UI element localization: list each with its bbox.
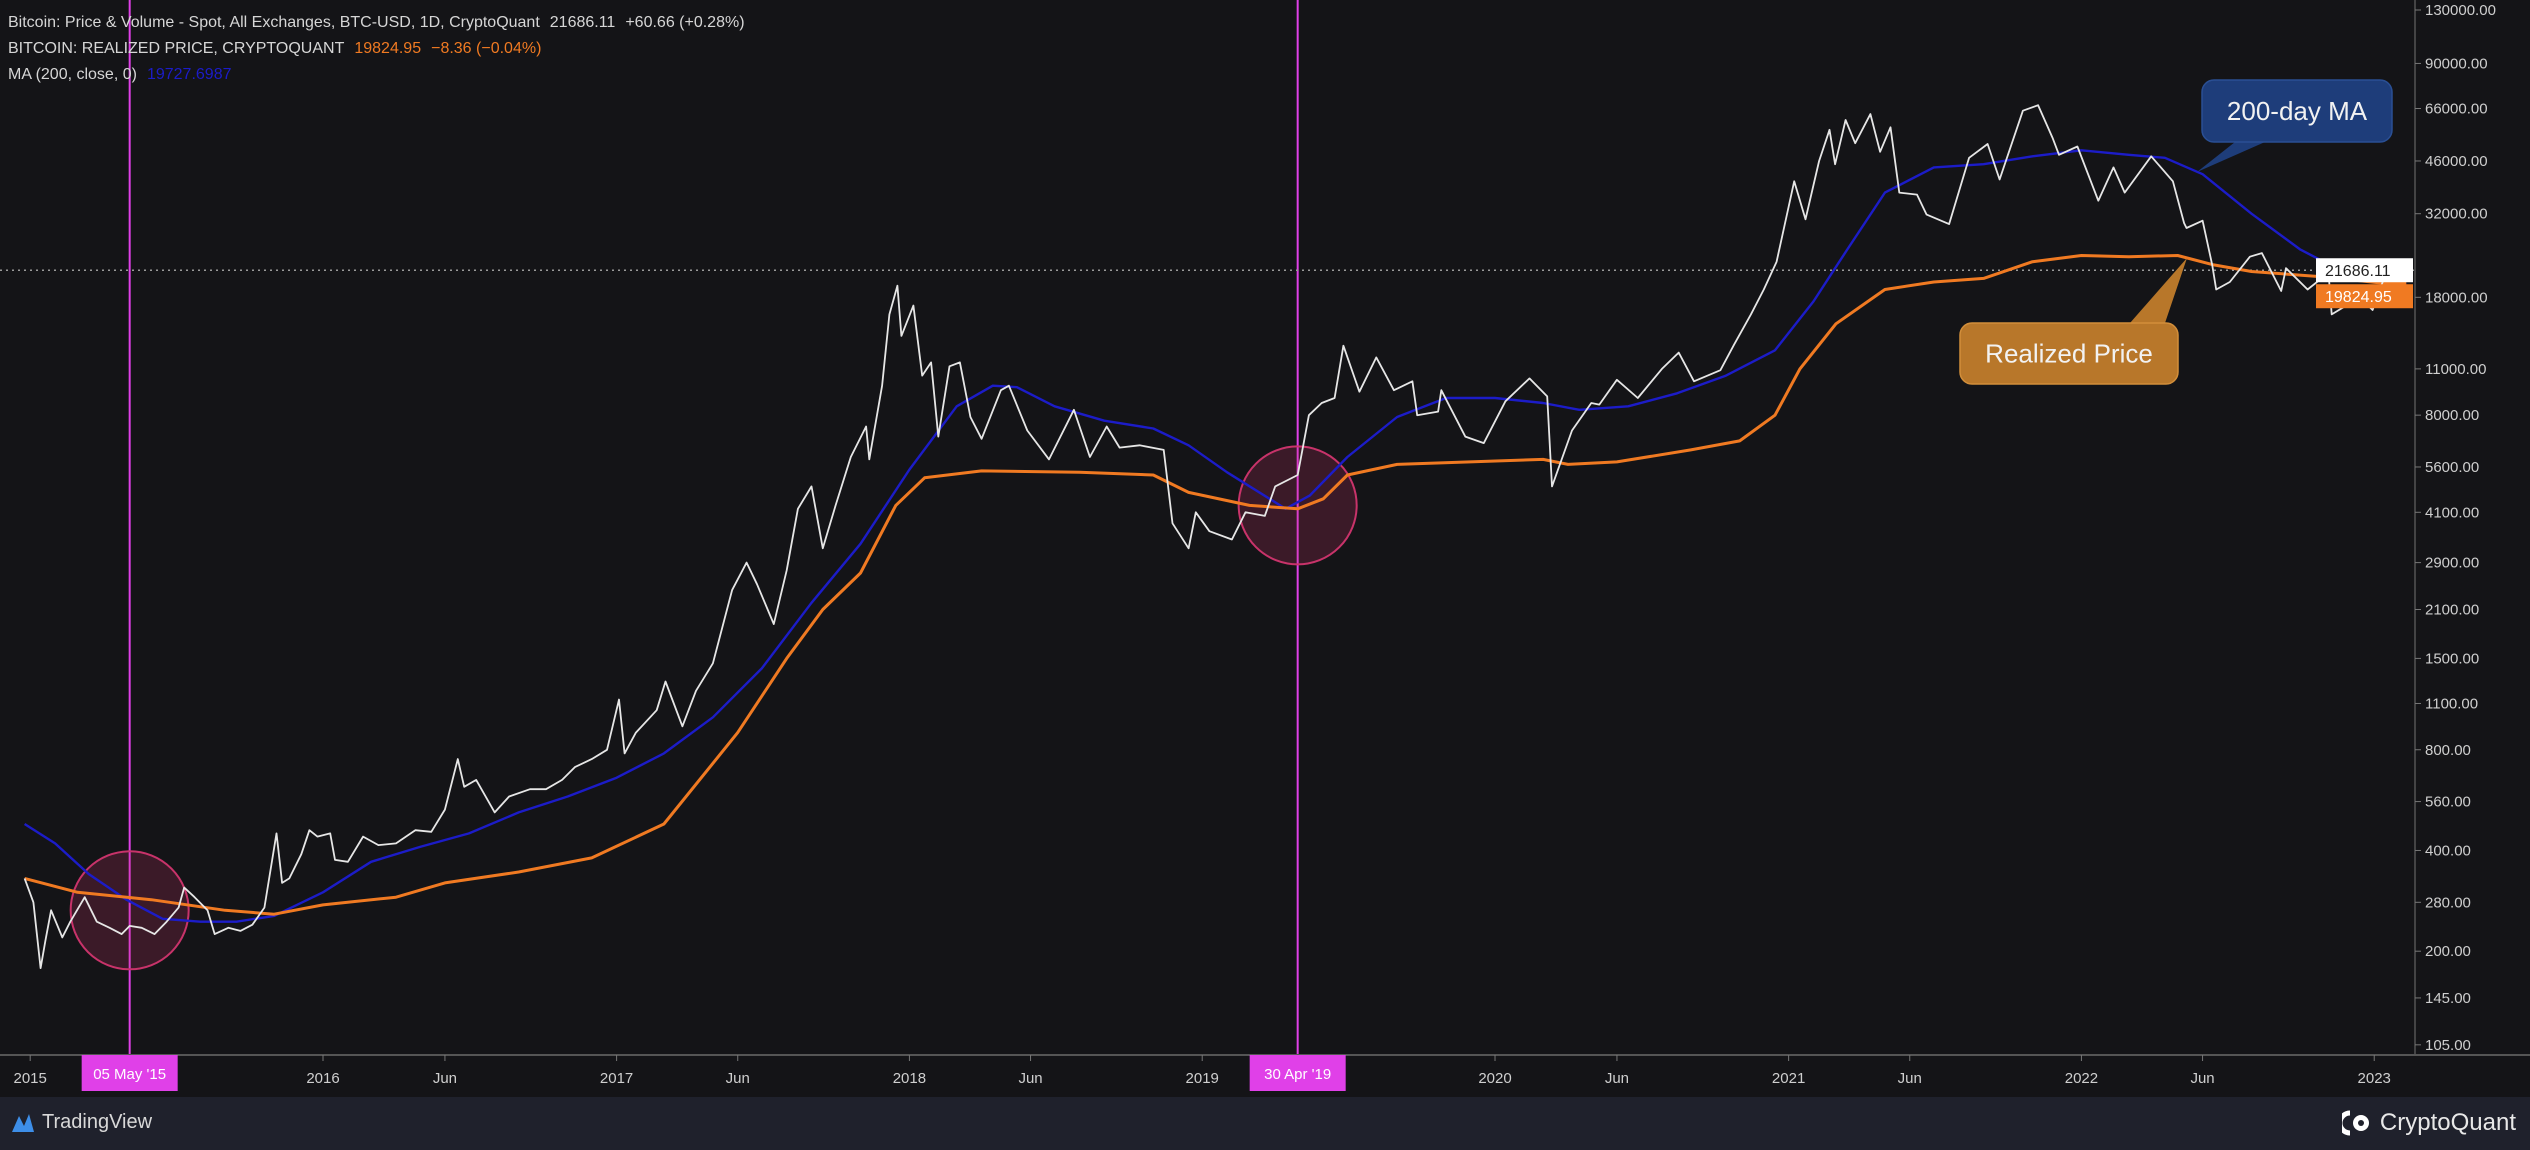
time-tick-label: 2017 — [600, 1070, 633, 1087]
time-axis[interactable]: 2015 2016 Jun 2017 Jun 2018 Jun 2019 2020 Jun 2021… — [0, 1054, 2530, 1097]
time-tick-label: Jun — [1898, 1070, 1922, 1087]
legend-ma-value: 19727.6987 — [146, 66, 232, 83]
price-axis-bg — [2415, 0, 2530, 1097]
marker-date-label-1: 30 Apr '19 — [1264, 1066, 1331, 1083]
time-tick-label: 2022 — [2065, 1070, 2098, 1087]
price-tick-label: 8000.00 — [2425, 407, 2479, 424]
last-price-badge-realized — [2316, 284, 2413, 309]
legend-ma[interactable]: MA (200, close, 0) 19727.6987 — [8, 62, 755, 88]
legend-realized-change: −8.36 (−0.04%) — [431, 40, 542, 57]
series-line-ma — [23, 149, 2407, 923]
price-tick-label: 560.00 — [2425, 794, 2471, 811]
time-tick-label: Jun — [433, 1070, 457, 1087]
price-tick-label: 11000.00 — [2425, 361, 2486, 378]
cryptoquant-logo[interactable]: CryptoQuant — [2341, 1109, 2516, 1137]
price-axis[interactable]: 130000.00 90000.00 66000.00 46000.00 32000.0… — [2414, 0, 2530, 1097]
legend-ma-label: MA (200, close, 0) — [8, 66, 137, 83]
callout-text-1: Realized Price — [1985, 339, 2153, 369]
price-tick-label: 1500.00 — [2425, 650, 2479, 667]
price-tick-label: 105.00 — [2425, 1037, 2471, 1054]
series-lines — [0, 104, 2415, 969]
highlight-circle-0 — [69, 850, 190, 971]
footer-bar: TradingView CryptoQuant — [0, 1097, 2530, 1150]
date-markers — [128, 0, 1299, 1055]
time-tick-label: 2020 — [1478, 1070, 1511, 1087]
legend-realized-label: BITCOIN: REALIZED PRICE, CRYPTOQUANT — [8, 40, 345, 57]
tradingview-icon — [12, 1113, 34, 1132]
price-tick-label: 90000.00 — [2425, 55, 2488, 72]
chart-legend: Bitcoin: Price & Volume - Spot, All Exch… — [8, 10, 755, 88]
time-tick-label: 2023 — [2358, 1070, 2391, 1087]
callouts: 200-day MA Realized Price — [1959, 79, 2393, 385]
time-tick-label: 2018 — [893, 1070, 926, 1087]
marker-date-label-0: 05 May '15 — [93, 1066, 166, 1083]
tradingview-label: TradingView — [42, 1111, 153, 1133]
time-tick-label: Jun — [726, 1070, 750, 1087]
time-tick-label: Jun — [1605, 1070, 1629, 1087]
price-tick-label: 4100.00 — [2425, 504, 2479, 521]
price-tick-label: 200.00 — [2425, 943, 2471, 960]
time-tick-label: Jun — [2190, 1070, 2214, 1087]
cryptoquant-icon — [2341, 1110, 2369, 1136]
callout-box-1 — [1959, 322, 2179, 385]
legend-price[interactable]: Bitcoin: Price & Volume - Spot, All Exch… — [8, 10, 755, 36]
price-chart[interactable]: 200-day MA Realized Price 130000.00 90000.… — [0, 0, 2530, 1097]
price-tick-label: 280.00 — [2425, 894, 2471, 911]
price-tick-label: 5600.00 — [2425, 459, 2479, 476]
time-tick-label: 2015 — [14, 1070, 47, 1087]
series-line-price — [23, 104, 2407, 969]
legend-realized-value: 19824.95 — [354, 40, 422, 57]
time-tick-label: 2021 — [1772, 1070, 1805, 1087]
cryptoquant-label: CryptoQuant — [2379, 1109, 2516, 1136]
last-price-badge-price — [2316, 258, 2413, 283]
legend-realized[interactable]: BITCOIN: REALIZED PRICE, CRYPTOQUANT 1982… — [8, 36, 755, 62]
last-price-label-realized: 19824.95 — [2325, 289, 2392, 306]
series-line-realized — [24, 254, 2407, 916]
price-tick-label: 32000.00 — [2425, 206, 2488, 223]
price-tick-label: 46000.00 — [2425, 153, 2488, 170]
time-tick-label: Jun — [1018, 1070, 1042, 1087]
callout-tail-0 — [2197, 142, 2265, 172]
callout-box-0 — [2201, 79, 2393, 143]
last-price-label-price: 21686.11 — [2325, 263, 2391, 280]
price-tick-label: 400.00 — [2425, 842, 2471, 859]
tradingview-logo[interactable]: TradingView — [10, 1111, 152, 1134]
highlight-circle-1 — [1237, 445, 1358, 566]
price-tick-label: 130000.00 — [2425, 2, 2496, 19]
highlight-circles — [69, 445, 1358, 971]
price-tick-label: 145.00 — [2425, 990, 2471, 1007]
price-tick-label: 18000.00 — [2425, 289, 2488, 306]
legend-price-change: +60.66 (+0.28%) — [625, 14, 745, 31]
price-tick-label: 1100.00 — [2425, 695, 2478, 712]
marker-date-badge-1 — [1249, 1055, 1346, 1091]
time-tick-label: 2019 — [1186, 1070, 1219, 1087]
callout-tail-1 — [2130, 258, 2187, 323]
legend-price-value: 21686.11 — [549, 14, 616, 31]
callout-text-0: 200-day MA — [2227, 96, 2368, 126]
legend-price-label: Bitcoin: Price & Volume - Spot, All Exch… — [8, 14, 540, 31]
price-tick-label: 2100.00 — [2425, 602, 2479, 619]
price-tick-label: 2900.00 — [2425, 555, 2479, 572]
marker-date-badge-0 — [81, 1055, 178, 1091]
time-tick-label: 2016 — [306, 1070, 339, 1087]
price-tick-label: 66000.00 — [2425, 101, 2488, 118]
price-tick-label: 800.00 — [2425, 742, 2471, 759]
last-price-badges: 21686.11 19824.95 — [2316, 258, 2413, 309]
